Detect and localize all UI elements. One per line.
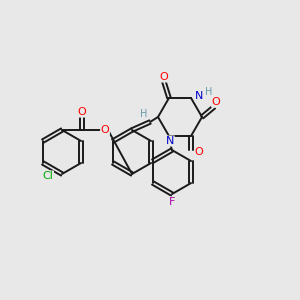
Text: O: O: [160, 72, 168, 82]
Text: H: H: [205, 87, 213, 97]
Text: N: N: [166, 136, 174, 146]
Text: Cl: Cl: [43, 171, 53, 181]
Text: O: O: [195, 147, 203, 157]
Text: O: O: [212, 97, 220, 107]
Text: F: F: [169, 197, 175, 207]
Text: O: O: [78, 107, 86, 117]
Text: O: O: [100, 125, 109, 135]
Text: H: H: [140, 109, 148, 119]
Text: N: N: [195, 91, 203, 101]
